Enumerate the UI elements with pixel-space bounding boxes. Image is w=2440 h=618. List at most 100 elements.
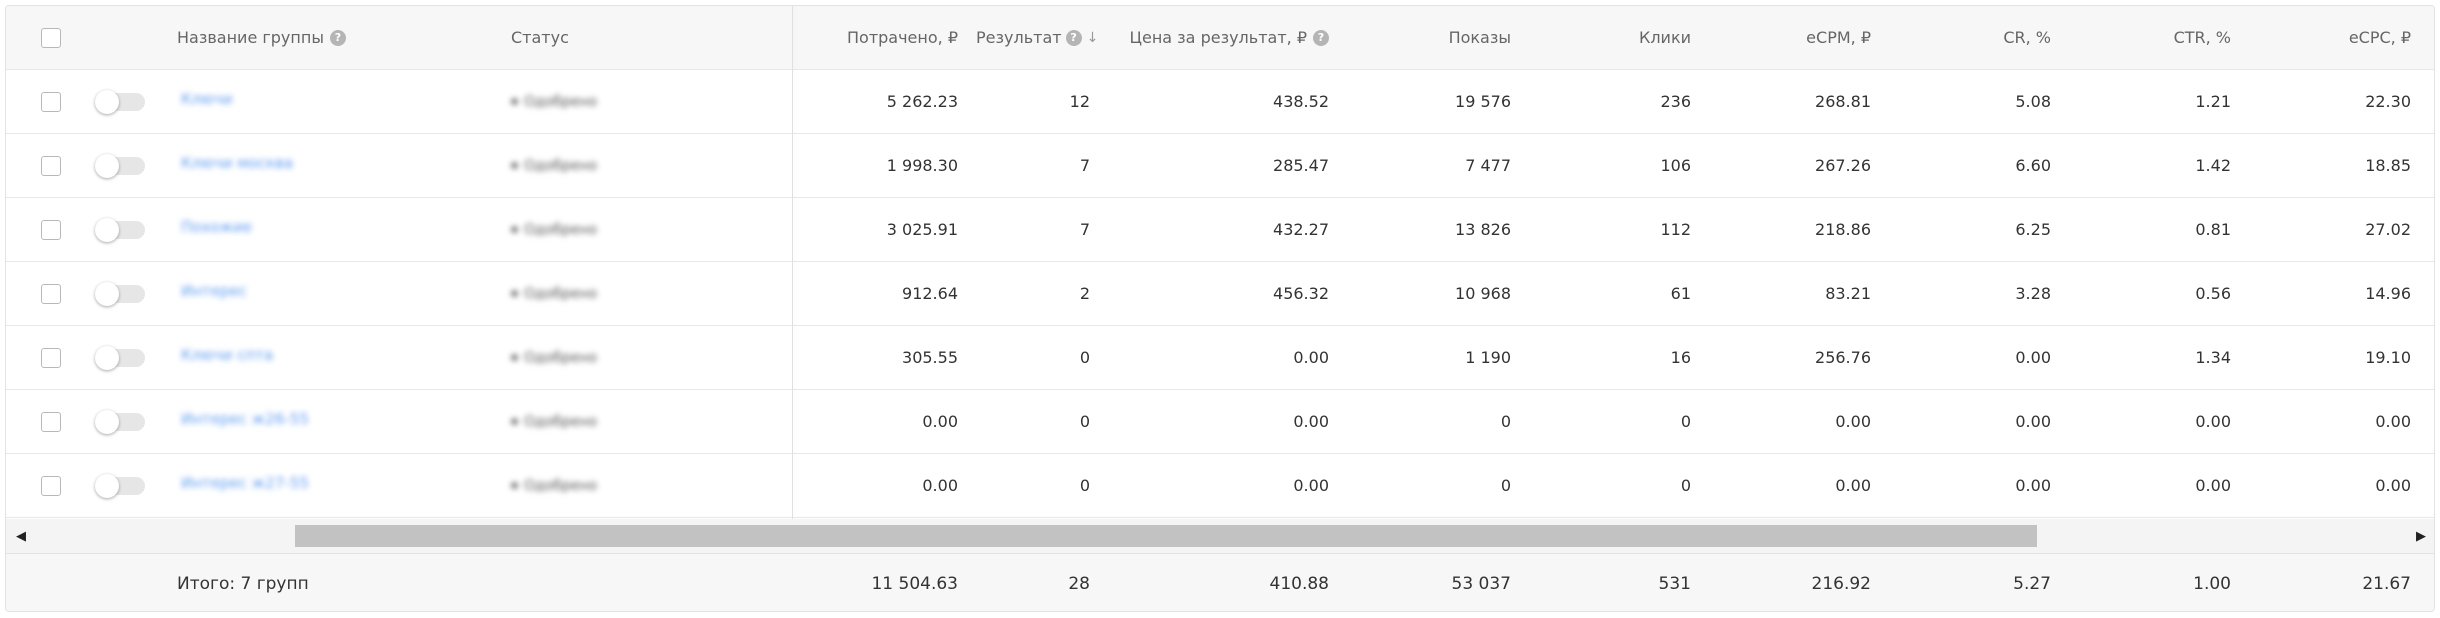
group-name-cell: Интерес ж26-55 bbox=[181, 387, 309, 450]
cell-result: 0 bbox=[1079, 476, 1090, 495]
horizontal-scrollbar[interactable]: ◀ ▶ bbox=[6, 519, 2434, 553]
group-toggle-switch[interactable] bbox=[95, 473, 145, 498]
column-header-impressions[interactable]: Показы bbox=[1386, 6, 1511, 69]
row-checkbox[interactable] bbox=[41, 155, 61, 176]
table-row[interactable]: Ключи москва Одобрено 1 998.30 7 285.47 7 477… bbox=[6, 134, 2434, 198]
status-text: Одобрено bbox=[524, 221, 598, 238]
cell-ecpc: 0.00 bbox=[2375, 476, 2411, 495]
row-checkbox[interactable] bbox=[41, 475, 61, 496]
toggle-knob bbox=[95, 153, 119, 178]
total-cr: 5.27 bbox=[2013, 573, 2051, 594]
scrollbar-thumb[interactable] bbox=[295, 525, 2037, 547]
status-badge: Одобрено bbox=[511, 350, 597, 366]
group-toggle-switch[interactable] bbox=[95, 153, 145, 178]
cell-spent: 0.00 bbox=[922, 476, 958, 495]
group-name-cell: Ключи bbox=[181, 67, 232, 130]
help-icon[interactable]: ? bbox=[1313, 29, 1329, 46]
status-dot-icon bbox=[511, 162, 518, 169]
row-checkbox[interactable] bbox=[41, 219, 61, 240]
help-icon[interactable]: ? bbox=[329, 29, 346, 46]
status-dot-icon bbox=[511, 482, 518, 489]
row-checkbox[interactable] bbox=[41, 283, 61, 304]
cell-spent: 3 025.91 bbox=[886, 220, 958, 239]
group-toggle-switch[interactable] bbox=[95, 217, 145, 242]
column-header-cr-label: CR, % bbox=[2003, 28, 2051, 47]
cell-ctr: 0.00 bbox=[2195, 476, 2231, 495]
cell-impressions: 7 477 bbox=[1465, 156, 1511, 175]
column-header-ecpm[interactable]: eCPM, ₽ bbox=[1746, 6, 1871, 69]
row-checkbox[interactable] bbox=[41, 411, 61, 432]
cell-result: 2 bbox=[1079, 284, 1090, 303]
cell-cost-per-result: 0.00 bbox=[1293, 412, 1329, 431]
column-header-cr[interactable]: CR, % bbox=[1926, 6, 2051, 69]
table-row[interactable]: Похожие Одобрено 3 025.91 7 432.27 13 826 112 2… bbox=[6, 198, 2434, 262]
toggle-cell bbox=[95, 134, 145, 197]
table-row[interactable]: Интерес ж26-55 Одобрено 0.00 0 0.00 0 0 0.00 0.0… bbox=[6, 387, 2434, 454]
select-all-checkbox[interactable] bbox=[41, 27, 61, 48]
group-toggle-switch[interactable] bbox=[95, 345, 145, 370]
cell-clicks: 0 bbox=[1680, 476, 1691, 495]
cell-spent: 0.00 bbox=[922, 412, 958, 431]
column-header-cost-per-result[interactable]: Цена за результат, ₽ ? bbox=[1106, 6, 1329, 69]
cell-result: 0 bbox=[1079, 348, 1090, 367]
table-row[interactable]: Интерес ж27-55 Одобрено 0.00 0 0.00 0 0 0.00 0.0… bbox=[6, 454, 2434, 518]
column-header-spent[interactable]: Потрачено, ₽ bbox=[826, 6, 958, 69]
status-cell: Одобрено bbox=[511, 198, 597, 261]
total-ecpc: 21.67 bbox=[2362, 573, 2411, 594]
toggle-cell bbox=[95, 390, 145, 453]
cell-ctr: 1.42 bbox=[2195, 156, 2231, 175]
column-header-clicks[interactable]: Клики bbox=[1566, 6, 1691, 69]
toggle-knob bbox=[95, 89, 119, 114]
column-header-ctr[interactable]: CTR, % bbox=[2106, 6, 2231, 69]
column-header-ctr-label: CTR, % bbox=[2173, 28, 2231, 47]
column-header-ecpc[interactable]: eCPC, ₽ bbox=[2286, 6, 2411, 69]
toggle-cell bbox=[95, 262, 145, 325]
group-toggle-switch[interactable] bbox=[95, 89, 145, 114]
table-row[interactable]: Ключи спта Одобрено 305.55 0 0.00 1 190 16 256.… bbox=[6, 326, 2434, 390]
column-header-result[interactable]: Результат ? ↓ bbox=[976, 6, 1098, 69]
ad-groups-table: Название группы ? Статус Потрачено, ₽ Ре… bbox=[5, 5, 2435, 612]
row-select-cell bbox=[41, 454, 61, 517]
total-clicks: 531 bbox=[1658, 573, 1691, 594]
toggle-knob bbox=[95, 281, 119, 306]
cell-ecpc: 0.00 bbox=[2375, 412, 2411, 431]
group-name-link[interactable]: Ключи спта bbox=[181, 345, 274, 364]
cell-spent: 305.55 bbox=[902, 348, 958, 367]
cell-ecpm: 0.00 bbox=[1835, 412, 1871, 431]
cell-clicks: 236 bbox=[1660, 92, 1691, 111]
status-cell: Одобрено bbox=[511, 70, 597, 133]
column-header-impressions-label: Показы bbox=[1448, 28, 1511, 47]
group-name-link[interactable]: Ключи bbox=[181, 89, 233, 108]
group-name-link[interactable]: Интерес bbox=[181, 281, 247, 300]
help-icon[interactable]: ? bbox=[1065, 29, 1082, 46]
status-badge: Одобрено bbox=[511, 158, 597, 174]
group-name-link[interactable]: Похожие bbox=[181, 217, 253, 236]
toggle-knob bbox=[95, 473, 119, 498]
column-header-ecpm-label: eCPM, ₽ bbox=[1806, 28, 1871, 47]
status-text: Одобрено bbox=[524, 93, 598, 110]
arrow-left-icon[interactable]: ◀ bbox=[16, 528, 26, 544]
group-name-link[interactable]: Ключи москва bbox=[181, 153, 294, 172]
group-toggle-switch[interactable] bbox=[95, 281, 145, 306]
toggle-cell bbox=[95, 454, 145, 517]
row-select-cell bbox=[41, 390, 61, 453]
column-header-status[interactable]: Статус bbox=[511, 6, 569, 69]
sort-down-arrow-icon[interactable]: ↓ bbox=[1086, 29, 1099, 46]
group-name-link[interactable]: Интерес ж27-55 bbox=[181, 473, 309, 492]
group-toggle-switch[interactable] bbox=[95, 409, 145, 434]
cell-ecpm: 83.21 bbox=[1825, 284, 1871, 303]
group-name-cell: Интерес bbox=[181, 259, 247, 322]
cell-cr: 6.25 bbox=[2015, 220, 2051, 239]
row-select-cell bbox=[41, 134, 61, 197]
cell-clicks: 61 bbox=[1670, 284, 1691, 303]
row-checkbox[interactable] bbox=[41, 91, 61, 112]
status-badge: Одобрено bbox=[511, 286, 597, 302]
row-checkbox[interactable] bbox=[41, 347, 61, 368]
group-name-link[interactable]: Интерес ж26-55 bbox=[181, 409, 309, 428]
cell-clicks: 112 bbox=[1660, 220, 1691, 239]
table-row[interactable]: Ключи Одобрено 5 262.23 12 438.52 19 576 236 26… bbox=[6, 67, 2434, 134]
table-row[interactable]: Интерес Одобрено 912.64 2 456.32 10 968 61 83.2… bbox=[6, 259, 2434, 326]
cell-impressions: 13 826 bbox=[1455, 220, 1511, 239]
column-header-name[interactable]: Название группы ? bbox=[177, 6, 346, 69]
arrow-right-icon[interactable]: ▶ bbox=[2416, 528, 2426, 544]
